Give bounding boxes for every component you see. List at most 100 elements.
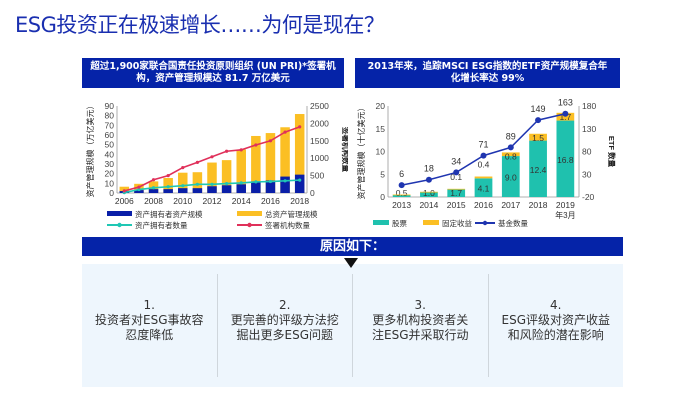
reason-text: 和风险的潜在影响 xyxy=(507,328,604,342)
data-label: 1.0 xyxy=(423,188,435,198)
pri-growth-chart: 010203040506070809005001000150020002500资… xyxy=(85,101,348,230)
data-label: 0.8 xyxy=(505,151,517,161)
bar-固定收益 xyxy=(420,191,438,193)
x-tick-label: 2017 xyxy=(501,200,520,210)
y-tick-label: 10 xyxy=(105,178,115,188)
reason-number: 1. xyxy=(143,298,155,312)
bar-资产拥有者资产规模 xyxy=(163,189,173,193)
reason-4: 4. ESG评级对资产收益 和风险的潜在影响 xyxy=(487,274,624,377)
data-label: 16.8 xyxy=(557,155,574,165)
point-基金数量 xyxy=(507,144,514,151)
x-tick-label: 2019 xyxy=(556,200,575,210)
bar-股票 xyxy=(529,140,547,197)
reasons-banner: 原因如下： xyxy=(82,237,623,256)
x-tick-label: 2015 xyxy=(447,200,466,210)
y-tick-label: 70 xyxy=(105,120,115,130)
point-签署机构数量 xyxy=(195,160,199,164)
bar-资产拥有者资产规模 xyxy=(265,180,276,193)
data-label: 1.7 xyxy=(559,112,571,122)
data-label: 149 xyxy=(531,104,546,114)
bar-资产拥有者资产规模 xyxy=(294,174,305,193)
legend-label: 总资产管理规模 xyxy=(265,209,318,219)
data-label: 0.1 xyxy=(450,172,462,182)
y2-tick-label: 30 xyxy=(582,169,592,179)
x-tick-label: 2013 xyxy=(392,200,411,210)
point-资产拥有者数量 xyxy=(166,185,170,189)
y2-tick-label: 0 xyxy=(310,188,315,198)
legend-marker xyxy=(247,222,252,228)
legend-swatch xyxy=(423,220,439,225)
point-签署机构数量 xyxy=(268,139,273,143)
down-arrow-icon xyxy=(344,258,358,268)
y2-tick-label: 1500 xyxy=(310,136,329,146)
data-label: 1.7 xyxy=(450,188,462,198)
legend-marker xyxy=(482,220,488,226)
y-tick-label: 0 xyxy=(380,192,385,202)
legend-label: 固定收益 xyxy=(442,218,472,228)
bar-资产拥有者资产规模 xyxy=(192,188,203,193)
point-资产拥有者数量 xyxy=(210,182,214,186)
y-axis-label: 资产管理规模（万亿美元） xyxy=(85,102,95,198)
data-label: 71 xyxy=(478,140,488,150)
point-资产拥有者数量 xyxy=(181,184,185,188)
x-tick-label: 2006 xyxy=(115,196,134,206)
y-tick-label: 40 xyxy=(105,149,115,159)
bar-资产拥有者资产规模 xyxy=(280,176,290,193)
data-label: 4.1 xyxy=(478,184,490,194)
legend-label: 签署机构数量 xyxy=(265,220,310,230)
left-panel-header: 超过1,900家联合国责任投资原则组织 (UN PRI)*签署机构，资产管理规模… xyxy=(82,58,344,88)
data-label: 18 xyxy=(424,164,434,174)
bar-总资产管理规模 xyxy=(294,114,305,193)
point-资产拥有者数量 xyxy=(283,179,287,183)
point-资产拥有者数量 xyxy=(239,181,243,185)
y2-tick-label: 130 xyxy=(582,124,596,134)
x-tick-label: 2018 xyxy=(290,196,309,206)
point-签署机构数量 xyxy=(283,130,287,134)
y2-axis-label: 签署机构数量 xyxy=(341,126,348,172)
y-tick-label: 20 xyxy=(376,101,386,111)
point-基金数量 xyxy=(480,152,487,159)
bar-资产拥有者资产规模 xyxy=(134,190,144,193)
legend-swatch xyxy=(107,211,132,216)
legend-swatch xyxy=(373,220,389,225)
y2-tick-label: 180 xyxy=(582,101,596,111)
data-label: 6 xyxy=(399,169,404,179)
bar-总资产管理规模 xyxy=(207,162,217,193)
legend-label: 股票 xyxy=(392,219,407,228)
point-基金数量 xyxy=(453,169,460,176)
data-label: 89 xyxy=(506,131,516,141)
data-label: 0.5 xyxy=(396,188,408,198)
x-tick-sublabel: 年3月 xyxy=(555,210,575,220)
point-签署机构数量 xyxy=(181,165,185,170)
point-签署机构数量 xyxy=(210,155,214,159)
reason-number: 4. xyxy=(550,298,562,312)
point-签署机构数量 xyxy=(122,189,126,193)
bar-固定收益 xyxy=(392,194,411,196)
x-tick-label: 2008 xyxy=(144,196,163,206)
point-基金数量 xyxy=(562,110,569,117)
reason-number: 3. xyxy=(414,298,426,312)
reason-text: ESG评级对资产收益 xyxy=(501,313,611,327)
y-tick-label: 5 xyxy=(380,169,385,179)
bar-固定收益 xyxy=(474,176,493,179)
point-资产拥有者数量 xyxy=(137,187,141,192)
reason-text: 更多机构投资者关 xyxy=(372,313,469,327)
bar-总资产管理规模 xyxy=(192,172,203,193)
y2-tick-label: 500 xyxy=(310,171,324,181)
y-tick-label: 30 xyxy=(105,159,115,169)
bar-股票 xyxy=(474,178,493,197)
y-tick-label: 20 xyxy=(105,169,115,179)
y2-tick-label: 2000 xyxy=(310,118,329,128)
legend-swatch xyxy=(237,211,262,216)
x-tick-label: 2010 xyxy=(173,196,192,206)
legend-label: 基金数量 xyxy=(498,218,528,228)
point-资产拥有者数量 xyxy=(268,179,273,184)
point-基金数量 xyxy=(425,176,432,183)
bar-资产拥有者资产规模 xyxy=(236,184,246,193)
y2-tick-label: 2500 xyxy=(310,101,329,111)
data-label: 12.4 xyxy=(530,165,547,175)
point-签署机构数量 xyxy=(151,178,156,182)
point-资产拥有者数量 xyxy=(151,186,156,190)
y2-tick-label: 1000 xyxy=(310,153,329,163)
